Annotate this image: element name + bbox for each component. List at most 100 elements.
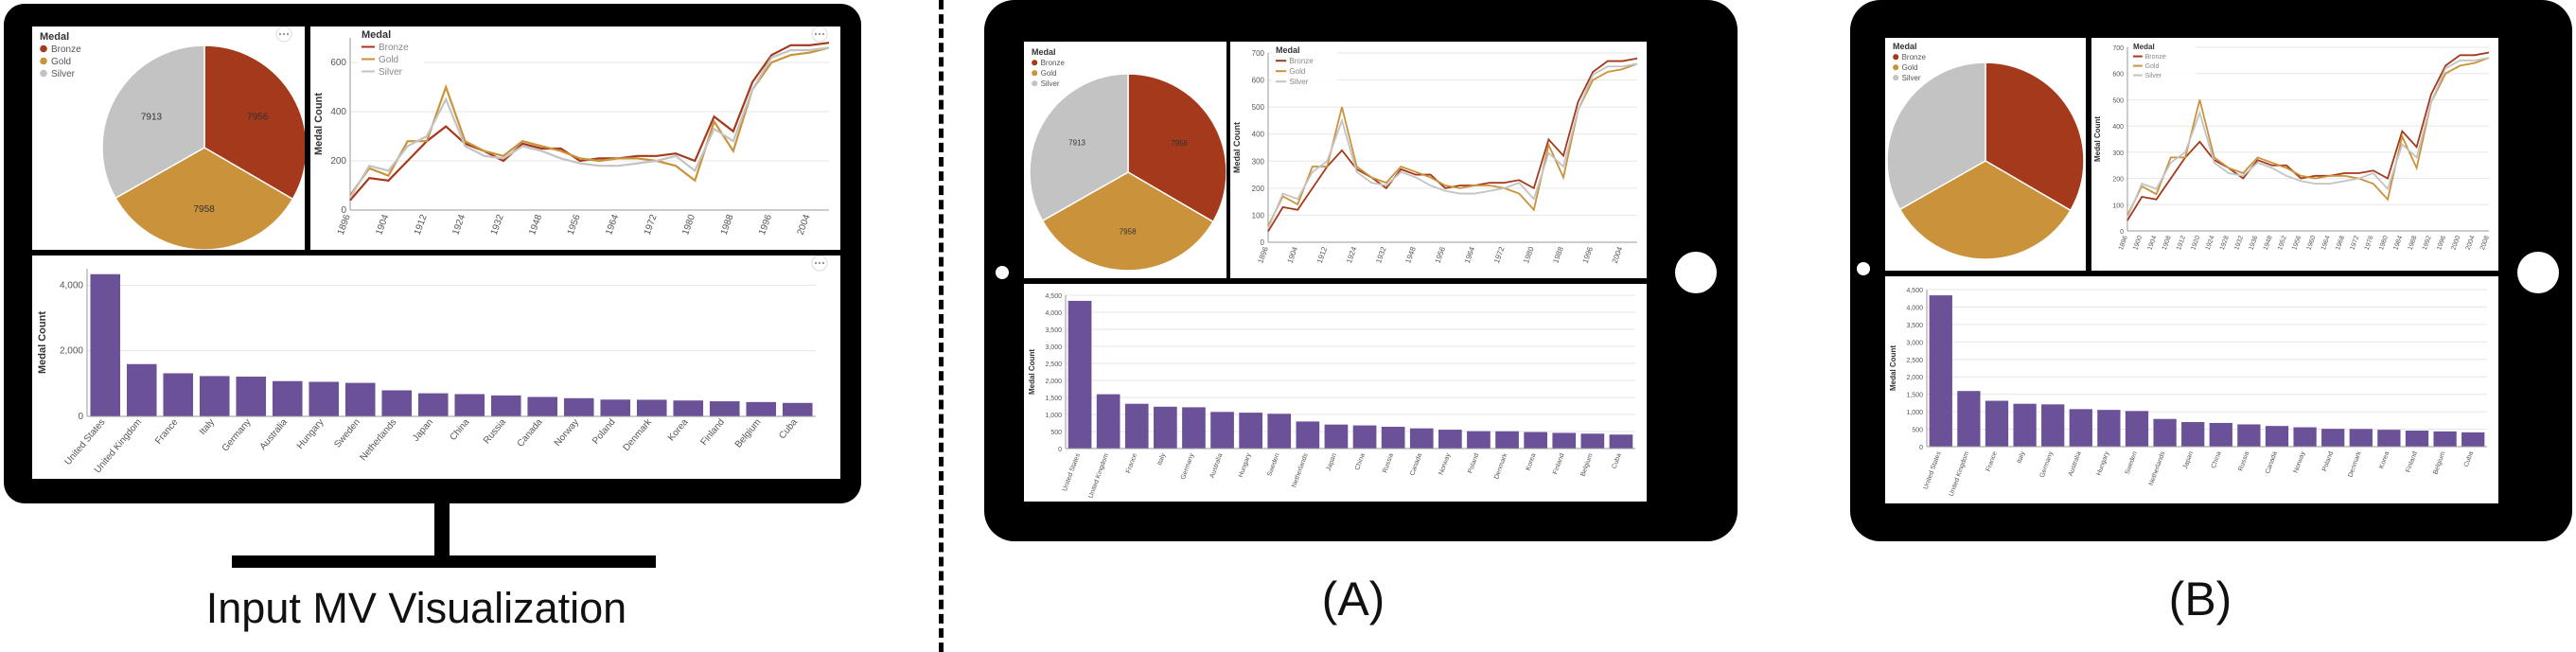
x-tick-label: 2004 — [1611, 245, 1625, 264]
pie-slice-bronze — [1985, 62, 2085, 212]
x-tick-label: 1908 — [2161, 235, 2173, 251]
legend-label: Gold — [1902, 63, 1918, 72]
x-tick-label: Denmark — [2347, 450, 2362, 479]
x-tick-label: China — [2211, 450, 2223, 469]
x-tick-label: 1980 — [680, 213, 697, 237]
x-tick-label: Korea — [2378, 450, 2391, 469]
y-tick-label: 200 — [1252, 185, 1265, 193]
bar — [309, 381, 340, 416]
y-tick-label: 700 — [1252, 49, 1265, 58]
x-tick-label: 1896 — [1256, 245, 1270, 264]
x-tick-label: 1896 — [336, 213, 353, 237]
home-button-icon[interactable] — [2517, 252, 2559, 293]
legend-label: Bronze — [1041, 59, 1066, 67]
legend-label: Gold — [2145, 63, 2160, 70]
x-tick-label: 1896 — [2118, 235, 2129, 251]
x-tick-label: 1932 — [1374, 245, 1388, 264]
y-tick-label: 600 — [330, 58, 346, 68]
x-tick-label: Finland — [1552, 452, 1565, 475]
y-tick-label: 100 — [2112, 203, 2124, 209]
x-tick-label: Norway — [553, 417, 581, 449]
x-tick-label: Russia — [1382, 452, 1395, 474]
legend-swatch — [1032, 60, 1038, 66]
legend-label: Silver — [379, 67, 403, 78]
bar — [1580, 433, 1605, 449]
x-tick-label: 1928 — [2219, 235, 2231, 251]
bar — [1957, 391, 1981, 447]
y-tick-label: 0 — [2120, 229, 2124, 236]
y-tick-label: 0 — [78, 412, 83, 422]
x-tick-label: Australia — [1209, 452, 1225, 479]
y-axis-label: Medal Count — [1028, 349, 1036, 395]
legend-label: Gold — [51, 57, 71, 67]
x-tick-label: 1972 — [643, 213, 660, 237]
x-tick-label: Finland — [699, 417, 728, 448]
x-tick-label: Cuba — [2463, 450, 2475, 467]
x-tick-label: Netherlands — [2148, 450, 2167, 486]
y-tick-label: 3,000 — [1906, 340, 1923, 346]
x-tick-label: Belgium — [2432, 450, 2446, 475]
legend-swatch — [1032, 70, 1038, 77]
x-tick-label: China — [448, 417, 472, 443]
x-tick-label: 1952 — [2277, 235, 2288, 251]
x-tick-label: 1948 — [2263, 235, 2274, 251]
bar — [527, 396, 558, 416]
bar — [1609, 434, 1633, 449]
x-tick-label: Germany — [221, 417, 254, 454]
x-tick-label: 1988 — [719, 213, 736, 237]
x-tick-label: 1912 — [413, 213, 430, 237]
legend-swatch — [1893, 54, 1899, 61]
y-tick-label: 4,000 — [1906, 305, 1923, 311]
home-button-icon[interactable] — [1675, 252, 1717, 293]
x-tick-label: 1988 — [2408, 235, 2419, 251]
pie-data-label: 7956 — [247, 113, 269, 123]
camera-icon — [996, 266, 1009, 279]
section-divider — [939, 0, 944, 652]
x-tick-label: 1924 — [2205, 235, 2216, 251]
x-tick-label: Italy — [198, 417, 217, 437]
bar — [1067, 300, 1092, 449]
legend-label: Silver — [51, 69, 76, 79]
x-tick-label: Poland — [1467, 452, 1480, 474]
legend-title: Medal — [1276, 45, 1300, 55]
x-tick-label: 1964 — [2320, 235, 2332, 251]
x-tick-label: Australia — [258, 417, 291, 452]
x-tick-label: 1972 — [1492, 245, 1507, 264]
x-tick-label: 1904 — [1286, 245, 1300, 264]
pie-data-label: 7958 — [1120, 227, 1137, 236]
x-tick-label: 1980 — [1522, 245, 1536, 264]
bar — [2461, 432, 2485, 447]
bar — [344, 382, 376, 416]
y-tick-label: 2,000 — [1906, 375, 1923, 381]
bar — [2153, 418, 2177, 447]
x-tick-label: Japan — [411, 417, 435, 444]
bar — [2209, 422, 2232, 447]
y-tick-label: 400 — [2112, 124, 2124, 131]
bar — [1495, 431, 1519, 449]
x-tick-label: 1924 — [450, 213, 468, 237]
y-tick-label: 500 — [1252, 103, 1265, 112]
x-tick-label: 1900 — [2132, 235, 2144, 251]
x-tick-label: 1980 — [2378, 235, 2390, 251]
x-tick-label: 1912 — [1315, 245, 1330, 264]
legend-label: Bronze — [1902, 53, 1927, 62]
legend-swatch — [1893, 75, 1899, 81]
y-tick-label: 400 — [1252, 131, 1265, 139]
bar — [2433, 431, 2457, 447]
y-tick-label: 1,500 — [1906, 393, 1923, 399]
x-tick-label: 1948 — [1403, 245, 1418, 264]
bar — [600, 399, 631, 416]
x-tick-label: 1968 — [2335, 235, 2346, 251]
pie-slice-bronze — [203, 44, 305, 201]
x-tick-label: France — [153, 417, 181, 447]
x-tick-label: Denmark — [1493, 452, 1509, 481]
y-tick-label: 2,500 — [1906, 358, 1923, 364]
